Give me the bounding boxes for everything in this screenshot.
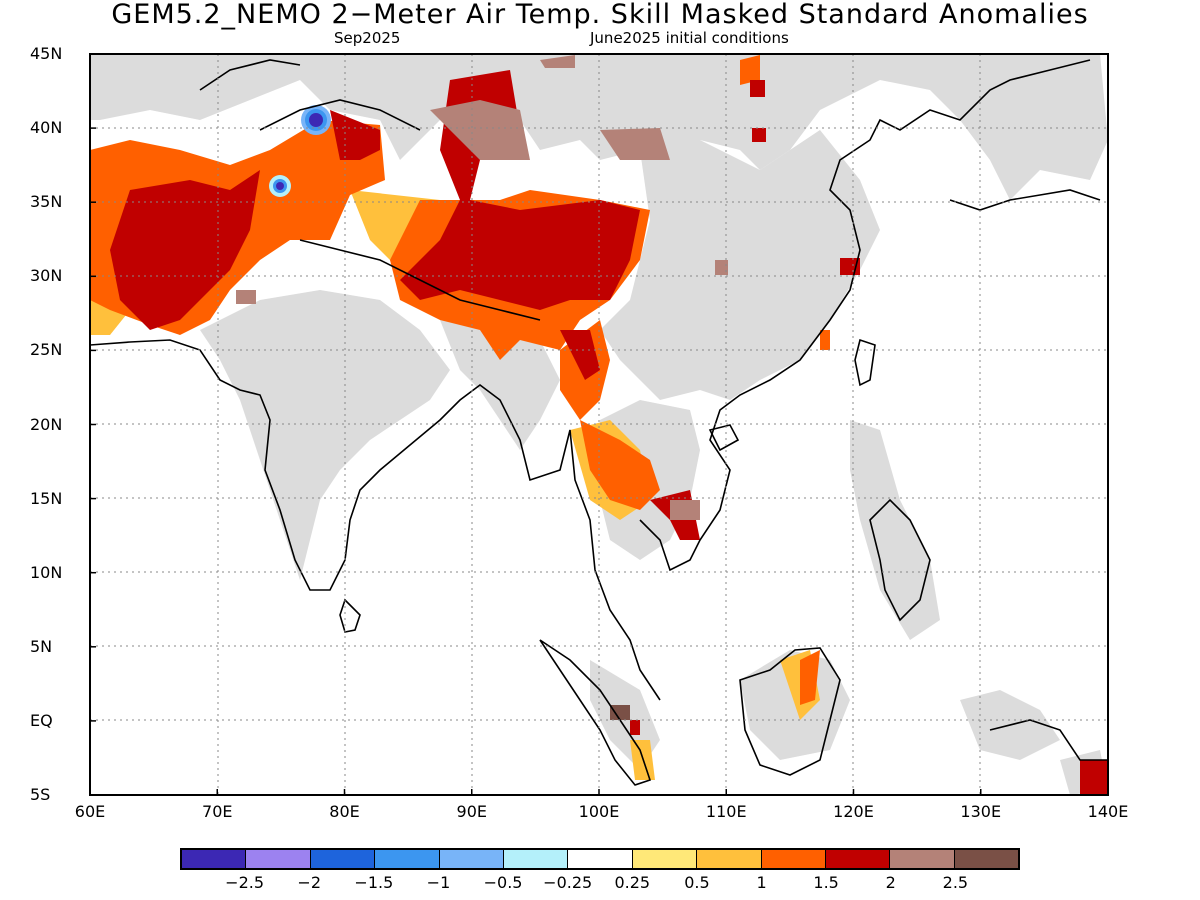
colorbar-label: 2.5 (942, 873, 969, 892)
colorbar-label: −1 (426, 873, 451, 892)
lat-label: 35N (30, 192, 63, 212)
lat-label: 5N (30, 636, 53, 656)
colorbar-swatch (697, 850, 762, 868)
axis-tick-marks (89, 53, 1109, 796)
lon-label: 100E (578, 802, 620, 821)
lat-label: 5S (30, 785, 51, 804)
lon-label: 130E (960, 802, 1002, 821)
coastlines (90, 59, 1108, 786)
map-title: GEM5.2_NEMO 2−Meter Air Temp. Skill Mask… (111, 0, 1089, 30)
lon-label: 140E (1087, 802, 1129, 821)
lon-label: 120E (833, 802, 874, 821)
colorbar-swatch (182, 850, 247, 868)
colorbar-swatch (761, 850, 826, 868)
colorbar-swatch (310, 850, 376, 868)
lon-label: 90E (456, 802, 487, 821)
lon-label: 80E (329, 802, 360, 821)
colorbar-swatch (503, 850, 569, 868)
lat-label: 15N (30, 488, 63, 508)
lat-label: 40N (30, 118, 63, 138)
anomaly-above-2.5 (610, 705, 630, 720)
colorbar-label: 2 (885, 873, 896, 892)
initial-conditions: June2025 initial conditions (590, 29, 789, 47)
lat-label: EQ (30, 710, 53, 730)
lat-label: 25N (30, 340, 63, 360)
colorbar-swatch (439, 850, 504, 868)
colorbar-label: 0.25 (614, 873, 651, 892)
colorbar-label: −0.25 (543, 873, 593, 892)
graticule (90, 54, 1108, 795)
forecast-month: Sep2025 (334, 29, 401, 47)
colorbar-swatch (568, 850, 633, 868)
lon-label: 60E (74, 802, 106, 821)
colorbar (180, 848, 1020, 870)
colorbar-label: 0.5 (684, 873, 710, 892)
lon-label: 70E (202, 802, 233, 821)
colorbar-label: −1.5 (354, 873, 394, 892)
negative-anomaly-spots (269, 105, 331, 197)
lat-label: 10N (30, 562, 63, 582)
colorbar-swatch (890, 850, 955, 868)
colorbar-swatch (246, 850, 311, 868)
colorbar-swatch (632, 850, 698, 868)
colorbar-swatch (954, 850, 1019, 868)
lat-label: 20N (30, 414, 63, 434)
lat-label: 45N (30, 44, 63, 63)
colorbar-label: −0.5 (483, 873, 523, 892)
lon-label: 110E (705, 802, 747, 821)
colorbar-label: −2 (297, 873, 322, 892)
lat-label: 30N (30, 266, 63, 286)
colorbar-label: 1 (756, 873, 767, 892)
colorbar-label: 1.5 (813, 873, 839, 892)
anomaly-2-to-2.5 (236, 55, 728, 520)
colorbar-label: −2.5 (225, 873, 265, 892)
colorbar-swatch (825, 850, 891, 868)
colorbar-swatch (375, 850, 440, 868)
